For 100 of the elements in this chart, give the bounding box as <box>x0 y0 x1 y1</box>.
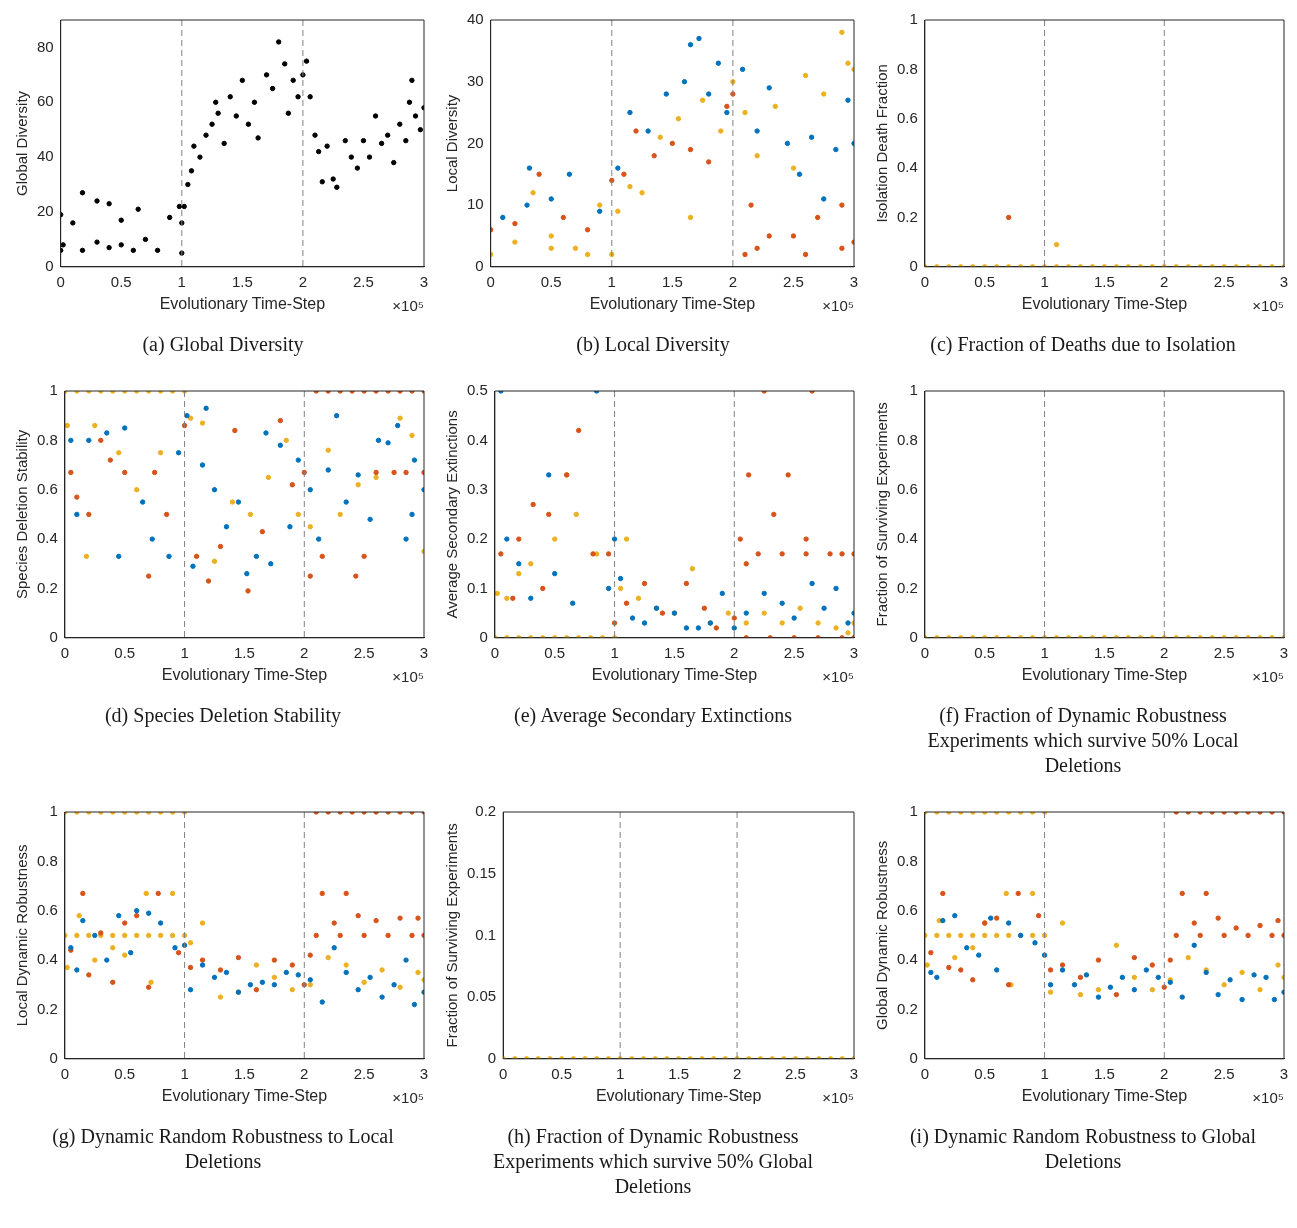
y-tick-label: 0 <box>49 627 58 645</box>
y-tick-label: 1 <box>909 10 918 28</box>
x-tick-label: 2 <box>298 272 308 290</box>
x-tick-label: 1.5 <box>1094 272 1115 290</box>
text: (b) Local Diversity <box>576 332 730 357</box>
y-tick-label: 1 <box>49 802 58 820</box>
x-axis-title: Evolutionary Time-Step <box>161 1086 328 1104</box>
y-tick-label: 0.4 <box>466 430 488 448</box>
x-tick-label: 2 <box>730 643 739 661</box>
x-tick-label: 0 <box>60 1064 70 1082</box>
y-tick-label: 0.4 <box>896 529 918 547</box>
x-tick-label: 0 <box>920 643 930 661</box>
x-tick-label: 2.5 <box>783 643 805 661</box>
y-tick-label: 0.2 <box>896 999 918 1017</box>
x-tick-label: 1.5 <box>234 1064 255 1082</box>
x-tick-label: 3 <box>849 272 859 290</box>
y-tick-label: 0 <box>487 1048 497 1066</box>
x-tick-label: 2.5 <box>1213 272 1235 290</box>
y-axis-title: Average Secondary Extinctions <box>443 410 461 619</box>
text: (e) Average Secondary Extinctions <box>514 703 792 728</box>
x-tick-label: 1.5 <box>1094 1064 1115 1082</box>
x-tick-label: 1.5 <box>234 643 255 661</box>
y-axis-title: Global Diversity <box>13 90 31 196</box>
x-tick-label: 2 <box>728 272 738 290</box>
x-tick-label: 2.5 <box>353 643 375 661</box>
x-tick-label: 1.5 <box>231 272 253 290</box>
y-tick-label: 1 <box>909 802 918 820</box>
y-tick-label: 0.8 <box>896 59 918 77</box>
text: (a) Global Diversity <box>142 332 304 357</box>
x-tick-label: 1 <box>615 1064 625 1082</box>
x-tick-label: 1 <box>180 1064 189 1082</box>
x-tick-label: 0 <box>920 1064 930 1082</box>
x-tick-label: 1 <box>177 272 186 290</box>
text: ×10⁵ <box>392 667 424 685</box>
x-tick-label: 3 <box>849 1064 859 1082</box>
text: ×10⁵ <box>392 296 424 314</box>
x-tick-label: 1 <box>180 643 189 661</box>
x-axis-title: Evolutionary Time-Step <box>1021 665 1188 683</box>
y-axis-title: Isolation Death Fraction <box>873 64 891 223</box>
y-tick-label: 0.4 <box>896 950 918 968</box>
x-tick-label: 2 <box>732 1064 742 1082</box>
y-tick-label: 0.4 <box>36 950 58 968</box>
y-tick-label: 0.6 <box>36 479 58 497</box>
y-tick-label: 0.2 <box>475 802 497 820</box>
x-tick-label: 2 <box>300 643 309 661</box>
x-tick-label: 2.5 <box>353 272 374 290</box>
y-tick-label: 0.6 <box>896 108 918 126</box>
x-tick-label: 1 <box>1040 1064 1049 1082</box>
x-axis-title: Evolutionary Time-Step <box>589 294 756 312</box>
x-tick-label: 0.5 <box>114 1064 136 1082</box>
y-tick-label: 0 <box>909 1048 918 1066</box>
x-tick-label: 2.5 <box>783 272 804 290</box>
y-tick-label: 0 <box>909 256 918 274</box>
x-tick-label: 1 <box>1040 272 1049 290</box>
y-tick-label: 0.8 <box>896 430 918 448</box>
y-axis-title: Fraction of Surviving Experiments <box>873 402 891 627</box>
y-tick-label: 40 <box>467 10 484 28</box>
y-tick-label: 0.2 <box>36 578 58 596</box>
x-tick-label: 0.5 <box>551 1064 573 1082</box>
x-tick-label: 2.5 <box>1213 1064 1235 1082</box>
y-tick-label: 1 <box>49 381 58 399</box>
y-tick-label: 0.4 <box>896 158 918 176</box>
x-axis-title: Evolutionary Time-Step <box>595 1086 762 1104</box>
text: ×10⁵ <box>822 667 854 685</box>
y-tick-label: 0 <box>45 256 54 274</box>
y-tick-label: 20 <box>467 133 484 151</box>
x-axis-title: Evolutionary Time-Step <box>161 665 328 683</box>
x-tick-label: 1 <box>607 272 616 290</box>
y-tick-label: 0.2 <box>896 207 918 225</box>
text: (h) Fraction of Dynamic Robustness Experiments which survive 50% Global Deletions <box>492 1124 814 1199</box>
text: (c) Fraction of Deaths due to Isolation <box>930 332 1236 357</box>
y-tick-label: 0.2 <box>36 999 58 1017</box>
text: ×10⁵ <box>1252 296 1284 314</box>
y-tick-label: 0.8 <box>896 851 918 869</box>
y-tick-label: 0.6 <box>36 900 58 918</box>
y-tick-label: 60 <box>37 92 54 110</box>
x-tick-label: 0.5 <box>974 272 996 290</box>
y-tick-label: 0 <box>49 1048 58 1066</box>
x-tick-label: 3 <box>1279 272 1289 290</box>
text: (i) Dynamic Random Robustness to Global Deletions <box>908 1124 1258 1174</box>
y-tick-label: 30 <box>467 71 484 89</box>
x-tick-label: 1 <box>610 643 619 661</box>
y-tick-label: 0 <box>475 256 484 274</box>
text: ×10⁵ <box>1252 1088 1284 1106</box>
y-tick-label: 0.05 <box>466 987 497 1005</box>
y-tick-label: 80 <box>37 37 54 55</box>
x-tick-label: 2 <box>300 1064 309 1082</box>
y-tick-label: 0.4 <box>36 529 58 547</box>
x-tick-label: 1.5 <box>1094 643 1115 661</box>
x-tick-label: 3 <box>1279 643 1289 661</box>
x-tick-label: 1 <box>1040 643 1049 661</box>
text: (f) Fraction of Dynamic Robustness Experiments which survive 50% Local Deletions <box>926 703 1240 778</box>
y-tick-label: 20 <box>37 202 54 220</box>
x-axis-title: Evolutionary Time-Step <box>1021 1086 1188 1104</box>
text: ×10⁵ <box>392 1088 424 1106</box>
y-tick-label: 0.1 <box>475 925 497 943</box>
y-tick-label: 0.6 <box>896 479 918 497</box>
y-tick-label: 0.1 <box>466 578 488 596</box>
x-tick-label: 0.5 <box>110 272 132 290</box>
x-tick-label: 0.5 <box>974 1064 996 1082</box>
